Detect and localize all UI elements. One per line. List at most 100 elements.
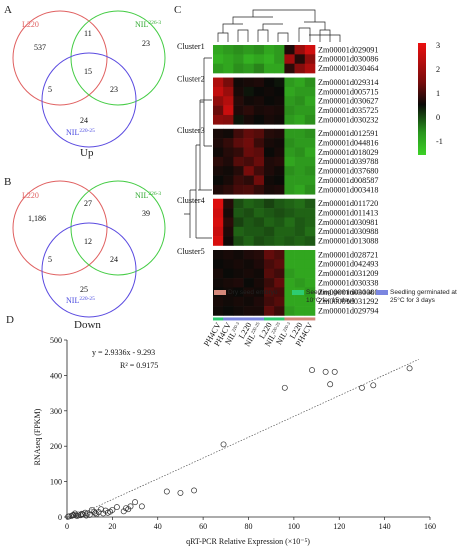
gene-label: Zm00001d011413 (318, 208, 378, 217)
heatmap-cell (233, 198, 244, 209)
column-group-marker (243, 317, 255, 321)
gene-label: Zm00001d031292 (318, 297, 379, 306)
heatmap-cell (233, 77, 244, 88)
heatmap-cell (294, 77, 306, 88)
heatmap-cell (264, 278, 275, 288)
data-point (120, 508, 127, 515)
heatmap-cell (223, 86, 234, 97)
heatmap-cell (213, 63, 224, 74)
column-group-marker (274, 317, 285, 321)
heatmap-cell (233, 250, 244, 260)
heatmap-cell (233, 166, 244, 176)
cluster-label: Cluster3 (177, 126, 205, 135)
heatmap-cell (213, 278, 224, 288)
gene-label: Zm00001d030627 (318, 97, 379, 106)
data-point (69, 512, 76, 519)
cluster-label: Cluster5 (177, 247, 205, 256)
heatmap-cell (274, 217, 285, 228)
heatmap-cell (284, 250, 295, 260)
heatmap-cell (294, 86, 306, 97)
heatmap-cell (294, 54, 306, 64)
heatmap-cell (213, 105, 224, 116)
heatmap-cell (223, 45, 234, 55)
heatmap-cell (304, 287, 316, 298)
heatmap-cell (304, 128, 316, 139)
data-point (92, 510, 99, 517)
heatmap-cell (233, 208, 244, 218)
column-group-marker (284, 317, 295, 321)
heatmap-cell (253, 96, 265, 106)
heatmap-cell (294, 138, 306, 148)
gene-label: Zm00001d029794 (318, 306, 379, 315)
heatmap-cell (233, 128, 244, 139)
heatmap-cell (233, 147, 244, 158)
heatmap-cell (253, 45, 265, 55)
heatmap-cell (264, 105, 275, 116)
venn-down-nil2263-only: 39 (142, 209, 150, 218)
heatmap-cell (233, 306, 244, 316)
data-point (406, 365, 413, 372)
heatmap-cell (213, 45, 224, 55)
venn-up-circle-l220 (12, 10, 108, 106)
heatmap-cell (264, 226, 275, 237)
heatmap-cell (223, 138, 234, 148)
heatmap-cell (243, 138, 255, 148)
venn-up-nil22025-only: 24 (80, 116, 88, 125)
heatmap-cell (243, 208, 255, 218)
heatmap-cell (294, 217, 306, 228)
scatter-ticks: 0 20 40 60 80 100 120 140 160 0 100 200 300 400 500 (50, 336, 436, 531)
heatmap-cell (253, 306, 265, 316)
trendline (74, 359, 419, 518)
heatmap-cell (233, 287, 244, 298)
legend-label: Seedling germinated at (390, 289, 457, 296)
heatmap-cell (304, 45, 316, 55)
gene-label: Zm00001d030338 (318, 278, 379, 287)
color-scale: 3 2 1 0 -1 (418, 41, 443, 155)
venn-down-l220-only: 1,186 (28, 214, 46, 223)
heatmap-cell (274, 250, 285, 260)
heatmap-cell (284, 77, 295, 88)
heatmap-cell (274, 86, 285, 97)
heatmap-cell (284, 278, 295, 288)
heatmap-cell (223, 259, 234, 269)
legend-label: Dry seed embryo (228, 289, 278, 296)
heatmap-cell (223, 128, 234, 139)
dendrogram-branch (198, 57, 212, 239)
heatmap-cell (304, 306, 316, 316)
data-point (322, 368, 329, 375)
y-tick-label: 100 (50, 478, 62, 487)
x-tick-label: 120 (333, 522, 345, 531)
heatmap-cell (264, 63, 275, 74)
heatmap-cell (243, 45, 255, 55)
heatmap-cell (253, 217, 265, 228)
y-tick-label: 0 (58, 513, 62, 522)
heatmap-cell (233, 156, 244, 167)
x-tick-label: 160 (424, 522, 436, 531)
heatmap-cell (253, 114, 265, 125)
heatmap-cell (304, 86, 316, 97)
heatmap-cell (213, 96, 224, 106)
heatmap-cell (304, 217, 316, 228)
heatmap-cell (243, 236, 255, 246)
panel-label-a: A (4, 4, 12, 16)
y-tick-label: 300 (50, 407, 62, 416)
heatmap-cell (294, 278, 306, 288)
heatmap-cell (294, 105, 306, 116)
data-point (281, 384, 288, 391)
data-point (163, 488, 170, 495)
heatmap-cell (274, 54, 285, 64)
heatmap-cell (264, 259, 275, 269)
heatmap-cell (304, 175, 316, 186)
heatmap-cell (294, 147, 306, 158)
gene-label: Zm00001d035725 (318, 106, 379, 115)
heatmap-cell (304, 250, 316, 260)
dendrogram-branch (252, 9, 316, 22)
heatmap-cell (274, 45, 285, 55)
heatmap-cell (264, 147, 275, 158)
dendrogram (184, 9, 341, 239)
column-group-marker (264, 317, 275, 321)
heatmap-cell (243, 114, 255, 125)
heatmap-cell (264, 86, 275, 97)
heatmap-cell (233, 86, 244, 97)
heatmap-cell (304, 138, 316, 148)
